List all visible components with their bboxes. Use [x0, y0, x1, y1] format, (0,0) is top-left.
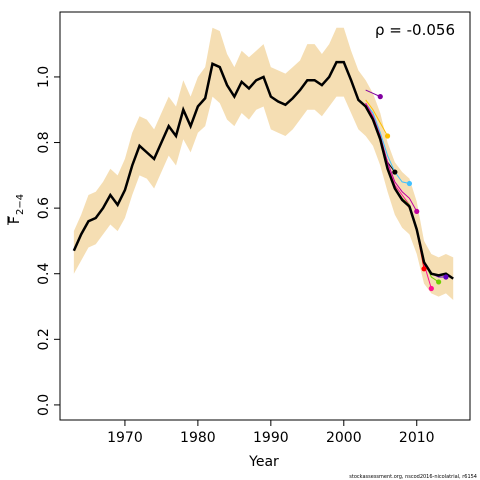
x-tick-label: 1970 — [107, 430, 143, 446]
x-tick-label: 1980 — [180, 430, 216, 446]
main-line — [72, 60, 454, 280]
end-marker — [443, 274, 449, 280]
end-marker — [436, 279, 442, 285]
retro-line — [365, 99, 388, 137]
x-axis-label: Year — [248, 454, 279, 470]
end-marker — [421, 266, 427, 272]
y-tick-label: 0.2 — [36, 328, 52, 350]
end-marker — [414, 208, 420, 215]
y-tick-label: 0.4 — [36, 262, 52, 284]
end-marker — [384, 133, 391, 139]
end-marker — [428, 285, 434, 292]
x-tick-label: 1990 — [253, 430, 289, 446]
y-tick-label: 1.0 — [36, 66, 52, 88]
plot-frame — [59, 11, 471, 421]
confidence-band — [73, 27, 454, 300]
annotation: ρ = -0.056 — [375, 21, 455, 39]
y-tick-label: 0.6 — [36, 197, 52, 219]
y-axis-label-main: F — [7, 216, 23, 224]
x-tick-label: 2000 — [326, 430, 362, 446]
end-marker — [392, 169, 398, 175]
end-marker — [377, 94, 383, 100]
x-tick-label: 2010 — [399, 430, 435, 446]
footer: stockassessment.org, nscod2016-nicolatri… — [349, 474, 477, 480]
y-tick-label: 0.8 — [36, 131, 52, 153]
y-tick-label: 0.0 — [36, 394, 52, 416]
retro-line — [365, 102, 410, 185]
end-marker — [406, 180, 413, 187]
y-axis-label: F 2−4 — [7, 194, 26, 225]
retro-line — [365, 89, 381, 98]
y-axis-label-sub: 2−4 — [15, 194, 26, 215]
